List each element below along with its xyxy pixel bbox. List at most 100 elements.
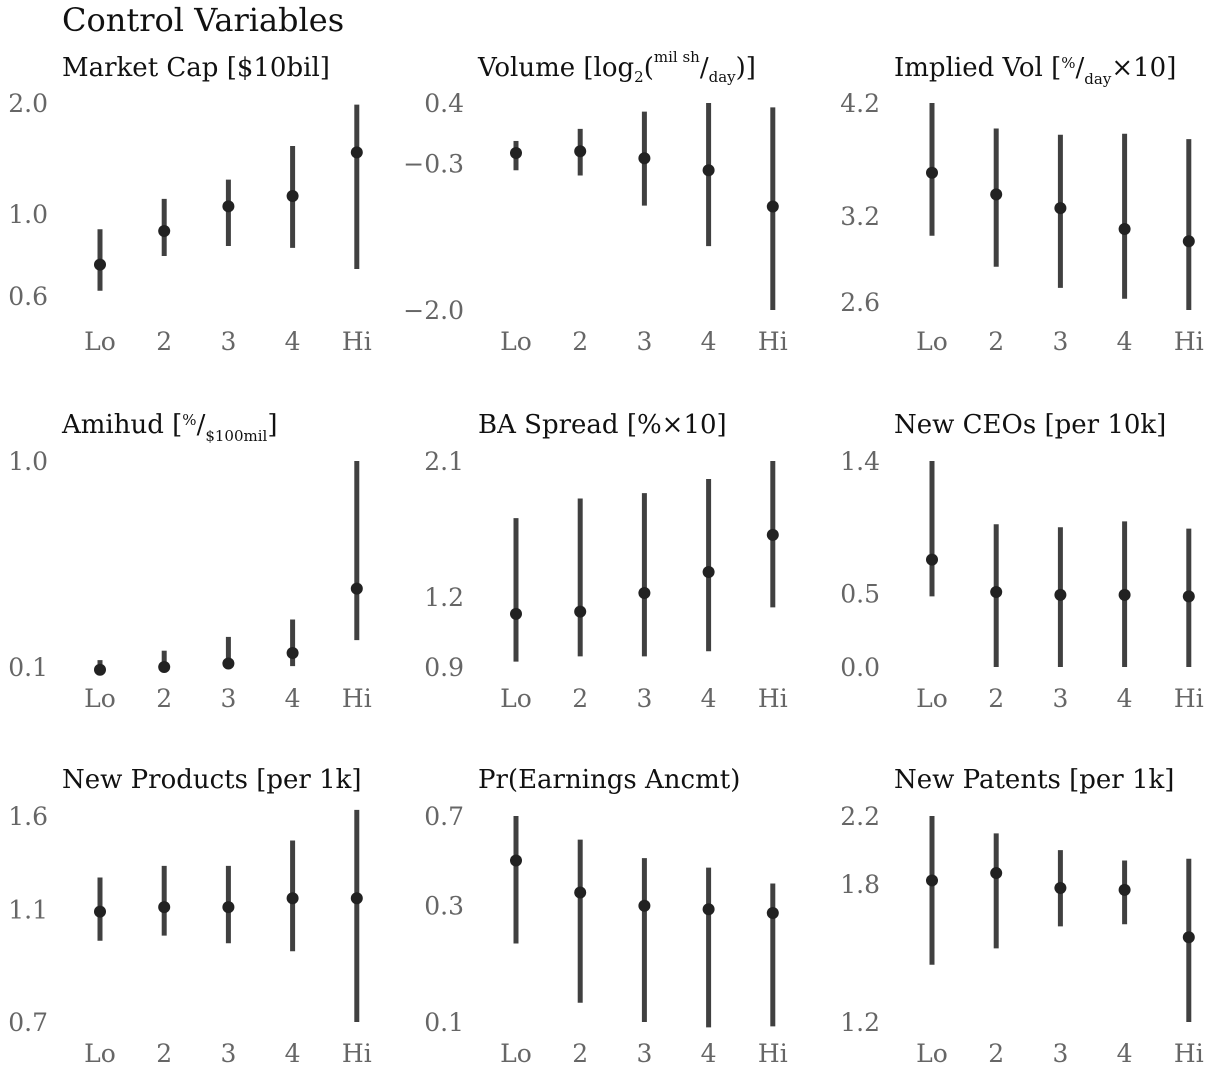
x-tick-label: Hi — [1174, 1039, 1204, 1068]
x-tick-label: 4 — [1117, 684, 1133, 713]
x-tick-label: 3 — [220, 327, 236, 356]
panel-title-part: Volume [log — [477, 53, 634, 83]
data-point — [94, 905, 106, 918]
x-tick-label: Lo — [84, 684, 116, 713]
data-point — [1054, 881, 1067, 894]
x-tick-label: 2 — [156, 327, 172, 356]
data-point — [926, 874, 938, 887]
y-tick-label: 0.7 — [8, 1008, 48, 1037]
x-tick-label: Hi — [1174, 684, 1204, 713]
data-point — [158, 661, 171, 673]
panel-title-part: / — [700, 53, 709, 83]
panel-title-part: 2 — [634, 68, 644, 86]
x-tick-label: Lo — [500, 684, 532, 713]
x-tick-label: 2 — [988, 684, 1004, 713]
y-tick-label: 4.2 — [840, 89, 880, 118]
y-tick-label: 0.3 — [424, 892, 464, 921]
data-point — [510, 147, 522, 160]
panel-title-part: / — [1076, 53, 1085, 83]
data-point — [1054, 202, 1067, 215]
panel-title-part: % — [1061, 54, 1075, 72]
chart-panel: BA Spread [%×10] 2.1 1.2 0.9 Lo 2 3 4 Hi — [424, 410, 787, 713]
panel-title-part: day — [709, 68, 737, 86]
chart-panel: New Products [per 1k] 1.6 1.1 0.7 Lo 2 3 4 Hi — [8, 765, 371, 1068]
data-point — [94, 258, 106, 271]
x-tick-label: 2 — [988, 1039, 1004, 1068]
x-tick-label: Hi — [758, 684, 788, 713]
panel-title: Pr(Earnings Ancmt) — [478, 765, 740, 795]
data-point — [158, 225, 171, 238]
data-point — [286, 189, 299, 202]
panel-title-part: Amihud [ — [61, 410, 182, 440]
x-tick-label: 3 — [1052, 1039, 1068, 1068]
panel-title: New Patents [per 1k] — [894, 765, 1174, 795]
panel-title: Amihud [%/$100mil] — [61, 410, 277, 445]
x-tick-label: 4 — [701, 1039, 717, 1068]
data-point — [1182, 235, 1195, 248]
x-tick-label: Hi — [342, 1039, 372, 1068]
data-point — [222, 200, 235, 213]
data-point — [1118, 222, 1131, 235]
x-tick-label: 4 — [1117, 1039, 1133, 1068]
x-tick-label: Lo — [84, 1039, 116, 1068]
panel-title-part: $100mil — [205, 427, 267, 445]
data-point — [286, 646, 299, 659]
data-point — [1182, 931, 1195, 944]
data-point — [990, 867, 1003, 880]
data-point — [574, 886, 587, 899]
panel-title-part: Implied Vol [ — [894, 53, 1061, 83]
x-tick-label: Lo — [500, 327, 532, 356]
x-tick-label: 3 — [636, 1039, 652, 1068]
data-point — [1054, 588, 1067, 601]
panel-title-part: )] — [736, 53, 756, 83]
panel-title: Implied Vol [%/day×10] — [894, 53, 1176, 88]
x-tick-label: 4 — [285, 684, 301, 713]
y-tick-label: 1.1 — [8, 895, 48, 924]
chart-panel: New Patents [per 1k] 2.2 1.8 1.2 Lo 2 3 4 Hi — [840, 765, 1203, 1068]
y-tick-label: 1.0 — [8, 447, 48, 476]
data-point — [222, 657, 235, 670]
x-tick-label: 3 — [636, 684, 652, 713]
y-tick-label: 1.2 — [424, 583, 464, 612]
x-tick-label: 2 — [156, 1039, 172, 1068]
y-tick-label: 0.9 — [424, 653, 464, 682]
x-tick-label: Lo — [84, 327, 116, 356]
data-point — [766, 200, 779, 213]
y-tick-label: 1.4 — [840, 447, 880, 476]
data-point — [286, 892, 299, 905]
chart-panel: Volume [log2(mil sh/day)]0.4−0.3−2.0Lo 2 3… — [403, 48, 787, 356]
data-point — [990, 188, 1003, 201]
panel-title-part: mil sh — [654, 48, 700, 66]
x-tick-label: 3 — [1052, 327, 1068, 356]
y-tick-label: 1.0 — [8, 200, 48, 229]
panel-title: New CEOs [per 10k] — [894, 410, 1166, 440]
data-point — [702, 164, 715, 177]
data-point — [1118, 883, 1131, 896]
x-tick-label: 2 — [156, 684, 172, 713]
page-title: Control Variables — [62, 1, 345, 39]
y-tick-label: 0.5 — [840, 579, 880, 608]
y-tick-label: 1.2 — [840, 1008, 880, 1037]
panel-title-part: ×10] — [1111, 53, 1176, 83]
x-tick-label: 2 — [572, 684, 588, 713]
x-tick-label: 4 — [701, 327, 717, 356]
x-tick-label: 3 — [220, 1039, 236, 1068]
data-point — [510, 607, 522, 620]
chart-panel: Amihud [%/$100mil] 1.0 0.1 Lo 2 3 4 Hi — [8, 410, 371, 713]
x-tick-label: 4 — [1117, 327, 1133, 356]
panel-title-part: ] — [267, 410, 277, 440]
data-point — [1182, 590, 1195, 603]
y-tick-label: 2.0 — [8, 89, 48, 118]
panel-title-part: % — [182, 411, 196, 429]
x-tick-label: 3 — [1052, 684, 1068, 713]
x-tick-label: 4 — [285, 1039, 301, 1068]
y-tick-label: 0.0 — [840, 653, 880, 682]
x-tick-label: Hi — [758, 1039, 788, 1068]
x-tick-label: Lo — [916, 1039, 948, 1068]
y-tick-label: −2.0 — [403, 296, 464, 325]
chart-panel: Market Cap [$10bil] 2.0 1.0 0.6 Lo 2 3 4 Hi — [8, 53, 371, 356]
x-tick-label: Lo — [500, 1039, 532, 1068]
x-tick-label: Lo — [916, 327, 948, 356]
panel-title: Volume [log2(mil sh/day)] — [477, 48, 756, 86]
panel-title: BA Spread [%×10] — [478, 410, 727, 440]
